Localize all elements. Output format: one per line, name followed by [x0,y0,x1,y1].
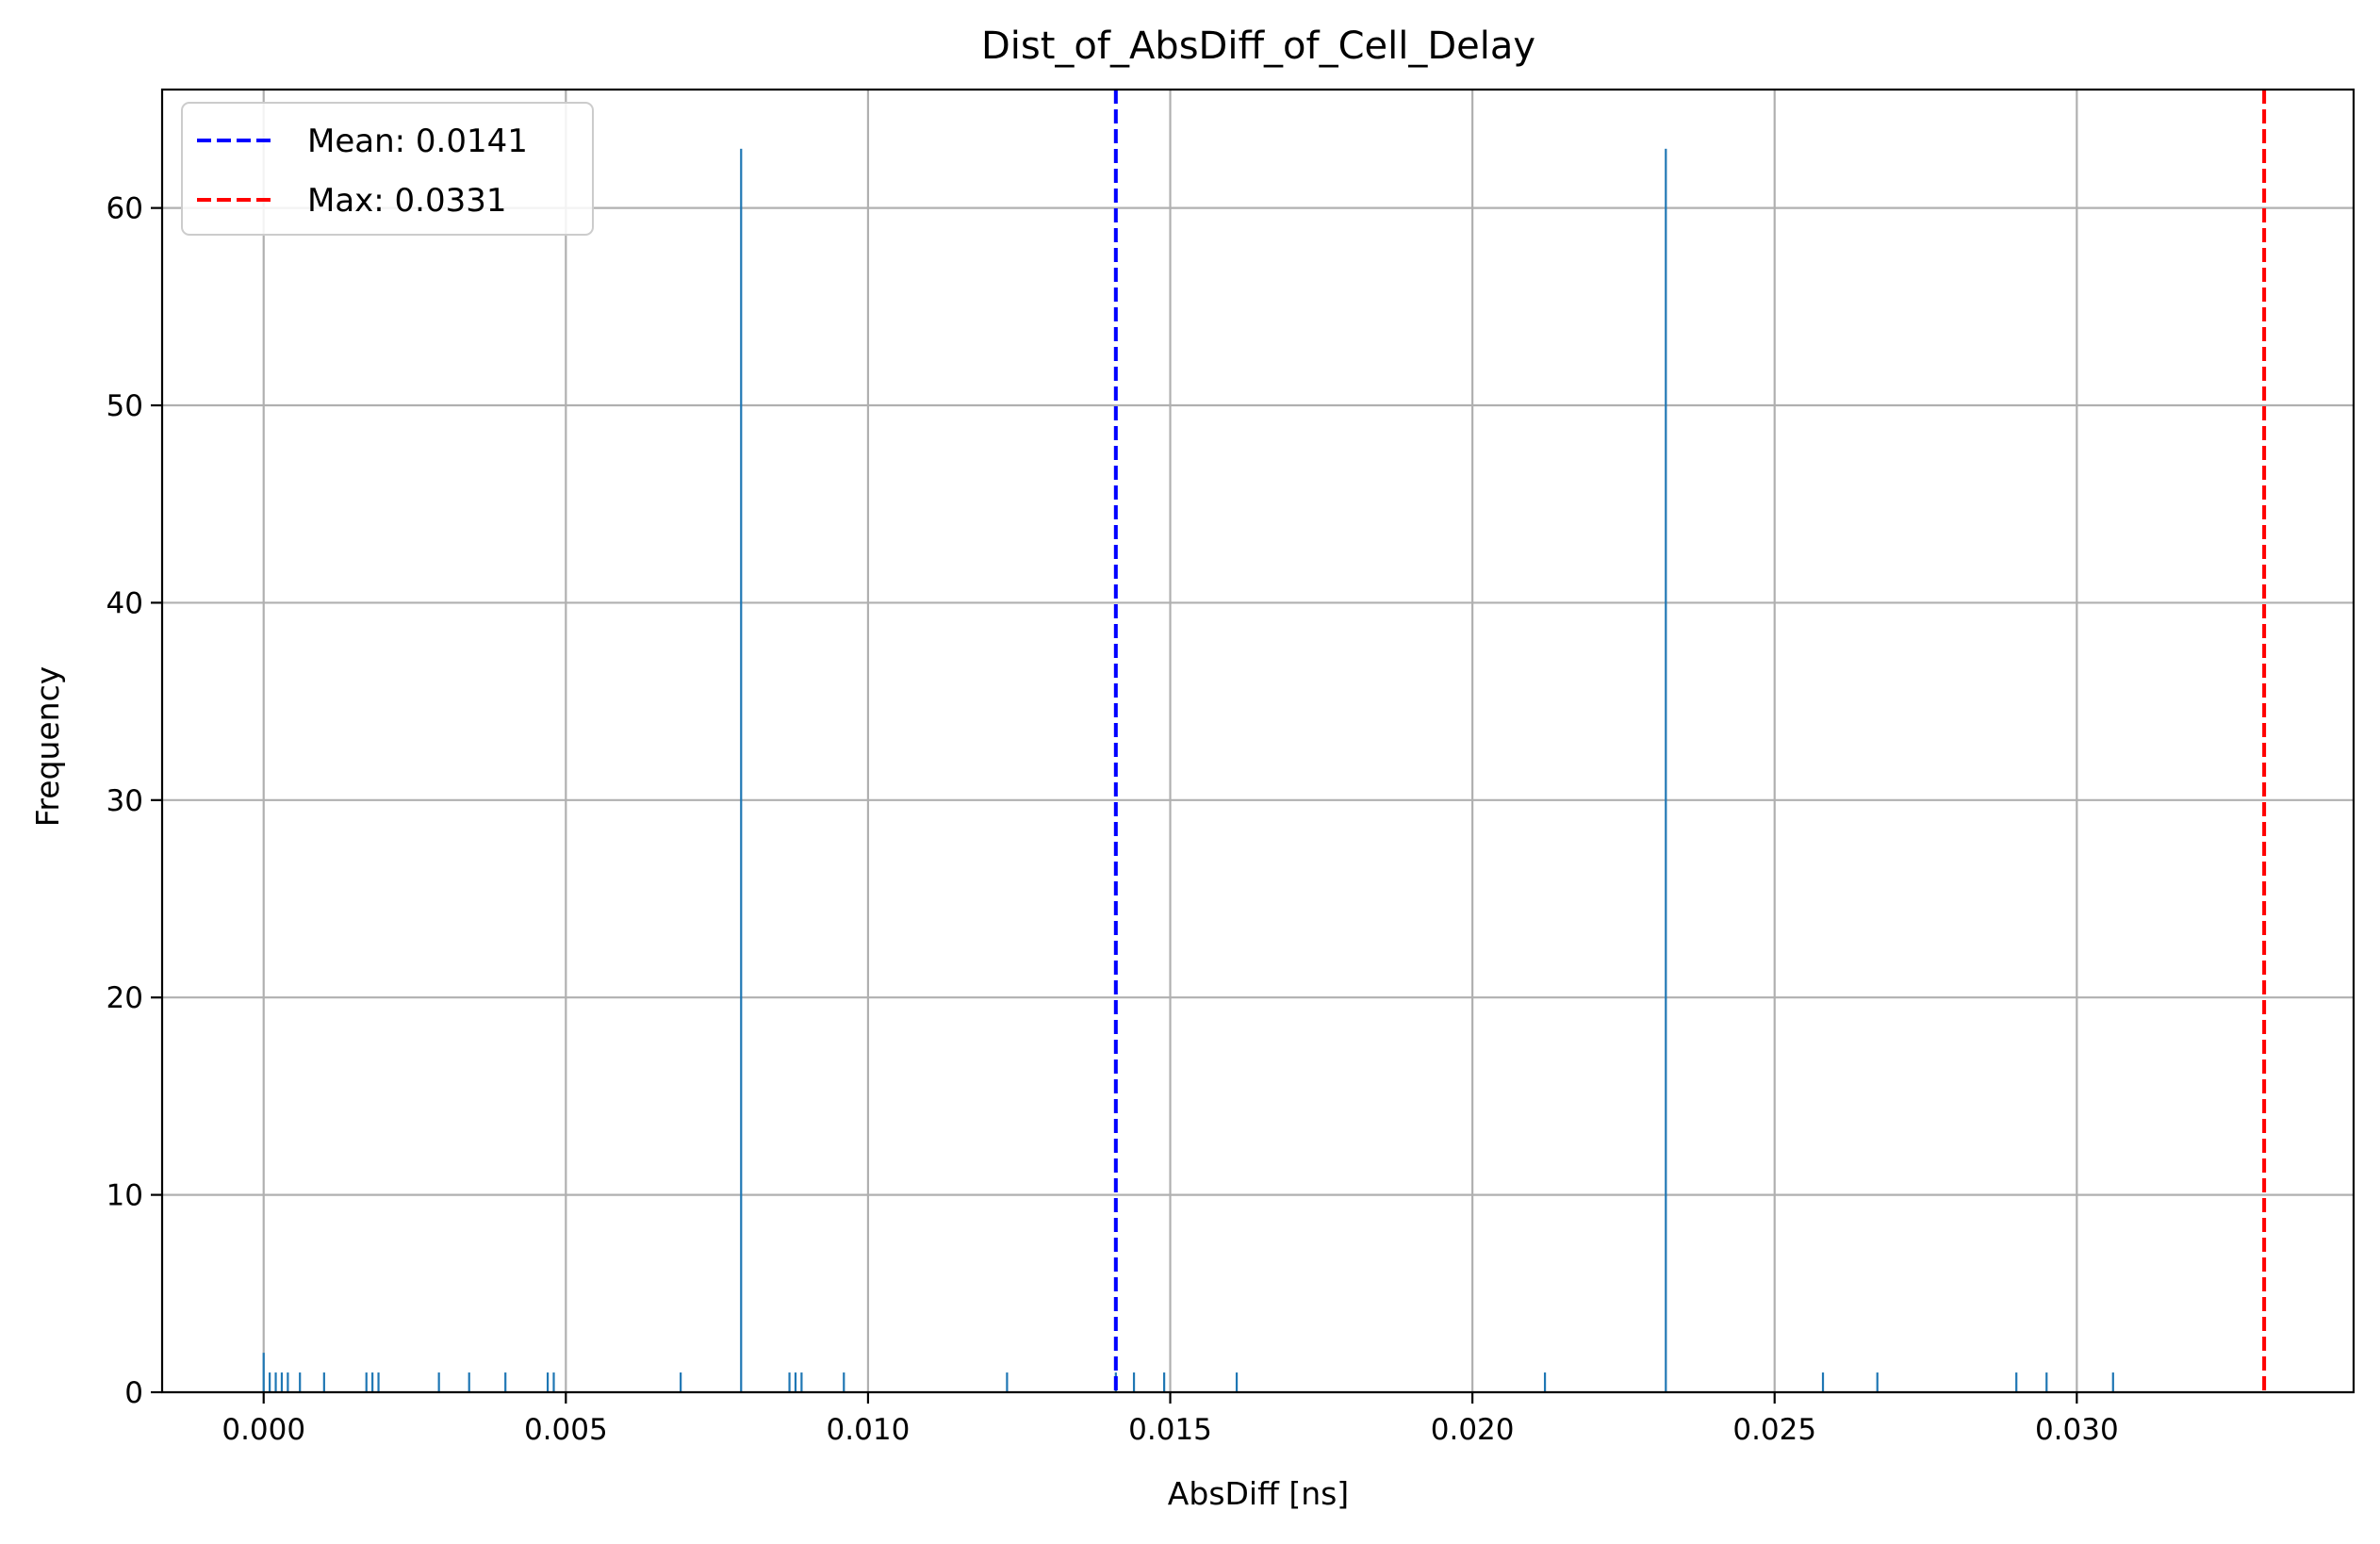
histogram-bar [2111,1372,2114,1392]
axis-ticks: 0.000 0.005 0.010 0.015 0.020 0.025 0.030 0 10 20… [107,192,2119,1447]
histogram-bar [269,1372,271,1392]
histogram-bar [365,1372,368,1392]
histogram-bar [371,1372,374,1392]
y-tick-label: 30 [107,784,143,818]
histogram-bar [1543,1372,1547,1392]
histogram-bar [843,1372,845,1392]
y-tick-label: 40 [107,586,143,620]
histogram-bar [1132,1372,1136,1392]
histogram-bar [788,1372,791,1392]
y-tick-label: 20 [107,981,143,1015]
histogram-bar [1821,1372,1825,1392]
histogram-bar [546,1372,550,1392]
histogram-bar [740,148,743,1393]
histogram-bar [800,1372,803,1392]
legend-max-label: Max: 0.0331 [307,182,507,220]
histogram-bar [2045,1372,2048,1392]
histogram-bar [468,1372,470,1392]
histogram-bar [322,1372,325,1392]
x-tick-label: 0.005 [524,1413,608,1447]
histogram-bar [1235,1372,1239,1392]
x-tick-label: 0.025 [1732,1413,1816,1447]
histogram-bar [287,1372,289,1392]
histogram-bar [1163,1372,1166,1392]
x-tick-label: 0.000 [222,1413,305,1447]
y-tick-label: 50 [107,389,143,423]
chart-title: Dist_of_AbsDiff_of_Cell_Delay [981,25,1535,68]
x-tick-label: 0.015 [1128,1413,1212,1447]
y-tick-label: 0 [124,1376,143,1410]
legend: Mean: 0.0141 Max: 0.0331 [181,102,594,236]
histogram-bar [794,1372,797,1392]
x-axis-label: AbsDiff [ns] [1168,1475,1349,1512]
histogram-bar [2015,1372,2018,1392]
legend-box [181,102,594,236]
histogram-bar [504,1372,507,1392]
histogram-bar [437,1372,440,1392]
histogram-bar [1876,1372,1879,1392]
histogram-bar [377,1372,380,1392]
histogram-bar [1665,148,1667,1393]
grid-lines [162,90,2354,1394]
x-tick-label: 0.010 [827,1413,911,1447]
reference-lines [1113,90,2267,1392]
histogram-bar [552,1372,555,1392]
x-tick-label: 0.020 [1431,1413,1515,1447]
histogram-bar [1006,1372,1009,1392]
histogram-bar [299,1372,302,1392]
y-axis-label: Frequency [29,666,66,827]
histogram-bar [274,1372,277,1392]
histogram-bars [262,148,2114,1393]
plot-frame [160,88,2355,1394]
y-tick-label: 60 [107,192,143,226]
histogram-bar [280,1372,284,1392]
legend-mean-label: Mean: 0.0141 [307,123,528,160]
histogram-bar [680,1372,682,1392]
x-tick-label: 0.030 [2035,1413,2119,1447]
histogram-bar [262,1353,265,1392]
y-tick-label: 10 [107,1179,143,1213]
